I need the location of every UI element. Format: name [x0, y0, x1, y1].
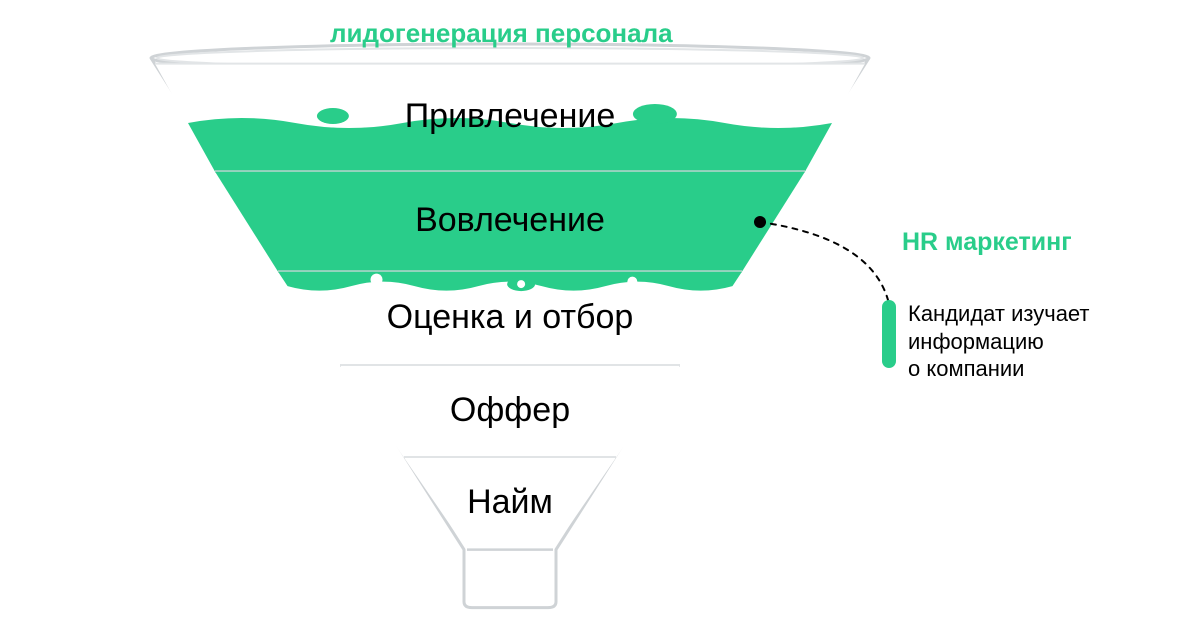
top-title: лидогенерация персонала [330, 18, 673, 49]
diagram-stage: лидогенерация персонала ПривлечениеВовле… [0, 0, 1200, 630]
callout-title: HR маркетинг [902, 228, 1072, 257]
callout-body: Кандидат изучает информацию о компании [908, 300, 1168, 383]
